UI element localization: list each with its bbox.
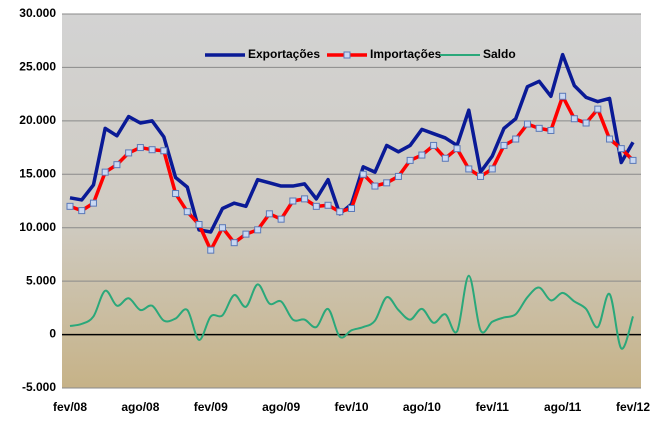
marker xyxy=(559,92,567,100)
x-tick-label: fev/11 xyxy=(476,400,510,414)
legend-label: Exportações xyxy=(248,47,320,61)
y-tick-label: 25.000 xyxy=(19,60,56,74)
marker xyxy=(477,172,485,180)
marker xyxy=(242,230,250,238)
marker xyxy=(301,195,309,203)
marker xyxy=(89,199,97,207)
marker xyxy=(523,120,531,128)
x-tick-label: fev/08 xyxy=(53,400,87,414)
marker xyxy=(594,105,602,113)
marker xyxy=(348,204,355,212)
y-tick-label: 0 xyxy=(49,327,56,341)
marker xyxy=(172,190,180,198)
marker xyxy=(488,165,496,173)
y-tick-label: 5.000 xyxy=(26,273,56,287)
marker xyxy=(324,201,332,209)
marker xyxy=(336,208,344,216)
y-tick-label: 10.000 xyxy=(19,220,56,234)
marker xyxy=(582,119,590,127)
marker xyxy=(394,172,402,180)
marker xyxy=(418,151,426,159)
marker xyxy=(371,182,379,190)
marker xyxy=(406,156,414,164)
marker xyxy=(254,226,262,234)
marker xyxy=(453,145,461,153)
x-tick-label: fev/09 xyxy=(194,400,228,414)
legend-marker xyxy=(343,51,351,59)
marker xyxy=(230,239,238,247)
marker xyxy=(277,215,285,223)
y-tick-label: 20.000 xyxy=(19,113,56,127)
marker xyxy=(512,135,520,143)
marker xyxy=(195,221,203,229)
marker xyxy=(289,197,297,205)
marker xyxy=(113,161,121,169)
marker xyxy=(606,135,614,143)
marker xyxy=(136,144,144,152)
marker xyxy=(148,146,156,154)
y-tick-label: -5.000 xyxy=(22,380,56,394)
marker xyxy=(383,179,391,187)
x-tick-label: fev/12 xyxy=(616,400,650,414)
y-tick-label: 30.000 xyxy=(19,6,56,20)
marker xyxy=(160,147,168,155)
marker xyxy=(430,141,438,149)
x-tick-label: fev/10 xyxy=(334,400,368,414)
marker xyxy=(125,149,133,157)
marker xyxy=(312,202,320,210)
marker xyxy=(359,170,367,178)
legend-label: Importações xyxy=(370,47,442,61)
marker xyxy=(66,202,74,210)
marker xyxy=(78,207,86,215)
x-tick-label: ago/11 xyxy=(544,400,582,414)
marker xyxy=(207,246,215,254)
marker xyxy=(617,145,625,153)
marker xyxy=(629,156,637,164)
marker xyxy=(547,126,555,134)
marker xyxy=(265,210,273,218)
legend-label: Saldo xyxy=(483,47,516,61)
series-line xyxy=(69,274,634,350)
x-tick-label: ago/10 xyxy=(403,400,441,414)
marker xyxy=(218,224,226,232)
marker xyxy=(500,141,508,149)
marker xyxy=(101,168,109,176)
marker xyxy=(465,165,473,173)
marker xyxy=(441,154,449,162)
marker xyxy=(535,124,543,132)
marker xyxy=(183,208,191,216)
marker xyxy=(570,115,578,123)
x-tick-label: ago/09 xyxy=(262,400,300,414)
y-tick-label: 15.000 xyxy=(19,166,56,180)
x-tick-label: ago/08 xyxy=(121,400,159,414)
